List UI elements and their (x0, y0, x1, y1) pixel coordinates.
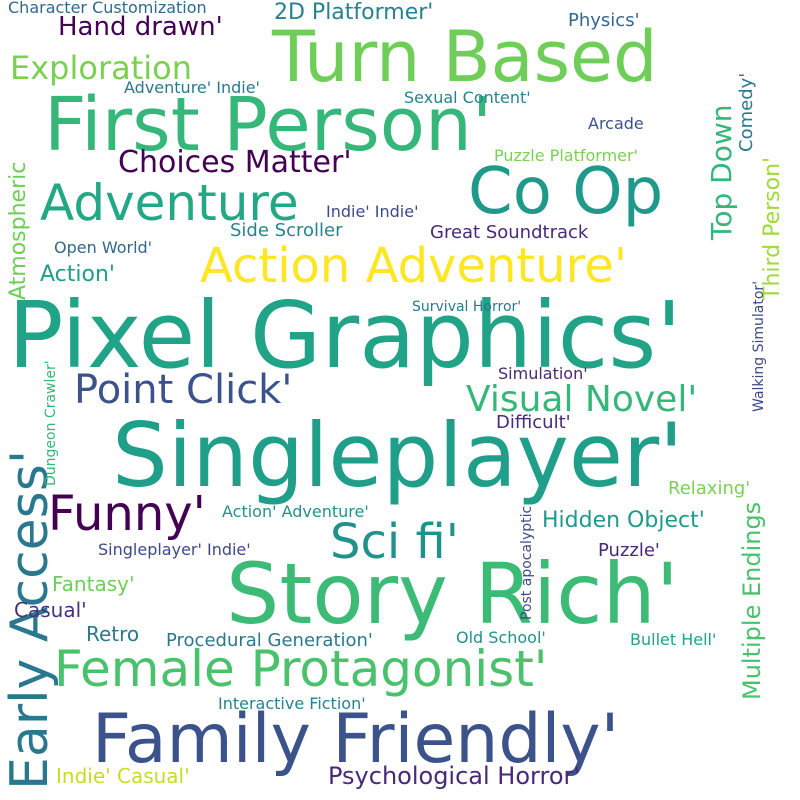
word-family-friendly: Family Friendly' (92, 700, 620, 779)
word-puzzle-platformer: Puzzle Platformer' (494, 146, 638, 165)
word-story-rich: Story Rich' (226, 545, 679, 643)
word-indie-indie: Indie' Indie' (326, 202, 419, 221)
word-dungeon-crawler: Dungeon Crawler' (43, 360, 59, 486)
word-top-down: Top Down (705, 104, 738, 241)
word-procedural-generation: Procedural Generation' (166, 630, 373, 651)
word-great-soundtrack: Great Soundtrack (430, 222, 589, 243)
word-casual: Casual' (14, 598, 87, 622)
word-open-world: Open World' (54, 238, 153, 257)
word-relaxing: Relaxing' (668, 478, 751, 499)
word-difficult: Difficult' (496, 412, 571, 433)
word-psychological-horror: Psychological Horror' (328, 762, 580, 790)
word-funny: Funny' (48, 486, 206, 542)
word-old-school: Old School' (456, 628, 546, 647)
word-hand-drawn: Hand drawn' (58, 12, 223, 42)
word-adventure: Adventure (40, 174, 299, 232)
word-survival-horror: Survival Horror' (412, 299, 522, 315)
word-side-scroller: Side Scroller (230, 220, 343, 241)
word-first-person: First Person' (44, 82, 493, 168)
word-co-op: Co Op (468, 155, 664, 229)
word-singleplayer-indie: Singleplayer' Indie' (98, 540, 251, 559)
word-character-customization: Character Customization (8, 0, 207, 17)
word-sexual-content: Sexual Content' (404, 88, 531, 107)
word-adventure-indie: Adventure' Indie' (124, 78, 260, 97)
word-retro: Retro (86, 622, 140, 646)
word-hidden-object: Hidden Object' (542, 508, 705, 533)
word-choices-matter: Choices Matter' (118, 145, 352, 180)
word-post-apocalyptic: Post apocalyptic (519, 505, 535, 620)
word-interactive-fiction: Interactive Fiction' (218, 694, 366, 713)
word-action: Action' (40, 262, 115, 287)
word-point-click: Point Click' (74, 367, 293, 413)
word-multiple-endings: Multiple Endings (738, 501, 766, 700)
word-fantasy: Fantasy' (52, 572, 135, 596)
word-turn-based: Turn Based (272, 16, 658, 98)
word-female-protagonist: Female Protagonist' (54, 640, 548, 698)
word-comedy: Comedy' (736, 72, 757, 152)
word-indie-casual: Indie' Casual' (56, 764, 190, 788)
word-bullet-hell: Bullet Hell' (630, 630, 717, 649)
word-2d-platformer: 2D Platformer' (274, 0, 434, 25)
word-singleplayer: Singleplayer' (112, 404, 684, 507)
word-action-adventure: Action Adventure' (200, 238, 628, 294)
word-visual-novel: Visual Novel' (466, 379, 698, 420)
word-third-person: Third Person' (760, 156, 785, 300)
word-sci-fi: Sci fi' (330, 514, 459, 570)
word-walking-simulator: Walking Simulator' (751, 280, 767, 412)
word-arcade: Arcade (588, 114, 644, 133)
word-simulation: Simulation' (498, 364, 588, 383)
word-exploration: Exploration (10, 49, 192, 87)
word-pixel-graphics: Pixel Graphics' (8, 282, 682, 389)
word-atmospheric: Atmospheric (6, 161, 31, 300)
word-puzzle: Puzzle' (598, 540, 660, 561)
word-action-adventure-small: Action' Adventure' (222, 502, 369, 521)
word-physics: Physics' (568, 10, 640, 31)
